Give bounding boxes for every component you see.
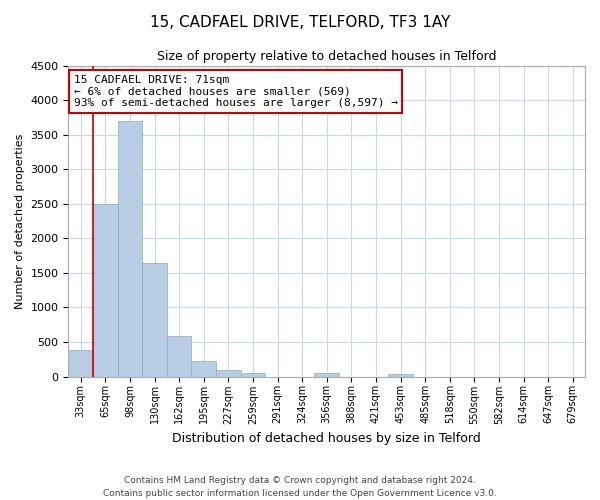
Bar	[93, 204, 118, 376]
Bar	[167, 336, 191, 376]
Text: Contains HM Land Registry data © Crown copyright and database right 2024.
Contai: Contains HM Land Registry data © Crown c…	[103, 476, 497, 498]
Text: 15 CADFAEL DRIVE: 71sqm
← 6% of detached houses are smaller (569)
93% of semi-de: 15 CADFAEL DRIVE: 71sqm ← 6% of detached…	[74, 75, 398, 108]
Bar	[68, 350, 93, 376]
Bar	[388, 374, 413, 376]
Bar	[118, 121, 142, 376]
Bar	[314, 373, 339, 376]
Bar	[241, 373, 265, 376]
Bar	[191, 360, 216, 376]
Title: Size of property relative to detached houses in Telford: Size of property relative to detached ho…	[157, 50, 496, 63]
Text: 15, CADFAEL DRIVE, TELFORD, TF3 1AY: 15, CADFAEL DRIVE, TELFORD, TF3 1AY	[150, 15, 450, 30]
Y-axis label: Number of detached properties: Number of detached properties	[15, 134, 25, 308]
Bar	[142, 263, 167, 376]
Bar	[216, 370, 241, 376]
X-axis label: Distribution of detached houses by size in Telford: Distribution of detached houses by size …	[172, 432, 481, 445]
